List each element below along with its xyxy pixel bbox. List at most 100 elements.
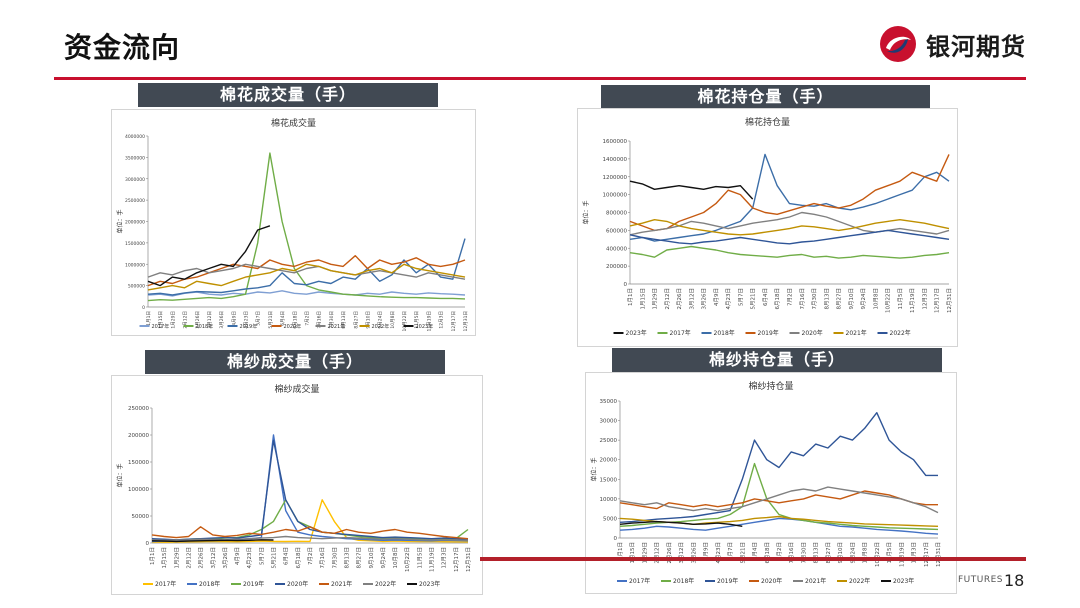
- x-tick-label: 11月5日: [897, 288, 904, 310]
- legend-label: 2020年: [802, 329, 823, 337]
- series-line: [151, 434, 469, 543]
- x-tick-label: 9月24日: [378, 311, 384, 329]
- x-tick-label: 8月13日: [341, 311, 347, 329]
- y-tick-label: 200000: [606, 264, 627, 270]
- x-tick-label: 3月26日: [222, 547, 229, 569]
- x-tick-label: 11月19日: [898, 542, 905, 567]
- x-tick-label: 1月1日: [627, 288, 634, 306]
- series-line: [619, 486, 939, 514]
- series-line: [619, 517, 939, 535]
- x-tick-label: 6月18日: [295, 547, 302, 569]
- x-tick-label: 12月31日: [463, 311, 469, 331]
- x-tick-label: 6月18日: [292, 311, 298, 329]
- x-tick-label: 9月10日: [368, 547, 375, 569]
- y-tick-label: 1000000: [603, 193, 628, 199]
- x-tick-label: 2月12日: [664, 288, 671, 310]
- series-line: [151, 535, 469, 542]
- legend-label: 2020年: [284, 323, 302, 330]
- x-tick-label: 3月12日: [678, 542, 685, 564]
- x-tick-label: 2月26日: [676, 288, 683, 310]
- y-tick-label: 30000: [600, 419, 618, 425]
- brand: 银河期货: [878, 24, 1026, 64]
- x-tick-label: 7月30日: [329, 311, 335, 329]
- chart-title: 棉纱成交量: [274, 383, 319, 395]
- x-tick-label: 6月18日: [774, 288, 781, 310]
- x-tick-label: 4月9日: [234, 547, 241, 565]
- x-tick-label: 5月21日: [739, 542, 746, 564]
- x-tick-label: 7月30日: [811, 288, 818, 310]
- x-tick-label: 1月1日: [149, 547, 156, 565]
- x-tick-label: 3月26日: [219, 311, 225, 329]
- series-line: [629, 154, 950, 232]
- legend-label: 2023年: [416, 323, 434, 330]
- legend-label: 2022年: [372, 323, 390, 330]
- x-tick-label: 1月1日: [617, 542, 624, 560]
- x-tick-label: 3月12日: [207, 311, 213, 329]
- x-tick-label: 3月26日: [701, 288, 708, 310]
- series-line: [629, 229, 950, 245]
- x-tick-label: 1月29日: [652, 288, 659, 310]
- x-tick-label: 2月26日: [198, 547, 205, 569]
- x-tick-label: 12月3日: [911, 542, 918, 564]
- x-tick-label: 9月24日: [380, 547, 387, 569]
- footer-brand: FUTURES: [958, 575, 1004, 585]
- footer-divider: [480, 557, 1026, 561]
- x-tick-label: 7月16日: [799, 288, 806, 310]
- x-tick-label: 2月26日: [666, 542, 673, 564]
- y-tick-label: 2500000: [125, 198, 145, 204]
- x-tick-label: 4月9日: [703, 542, 710, 560]
- y-tick-label: 1200000: [603, 175, 628, 181]
- x-tick-label: 6月4日: [283, 547, 290, 565]
- banner-cotton-open-interest: 棉花持仓量（手）: [601, 85, 930, 109]
- legend-label: 2019年: [758, 329, 779, 337]
- series-line: [619, 490, 938, 510]
- legend-label: 2021年: [328, 323, 346, 330]
- series-line: [151, 539, 274, 543]
- x-tick-label: 10月8日: [390, 311, 396, 329]
- x-tick-label: 11月5日: [414, 311, 420, 329]
- legend-label: 2018年: [714, 329, 735, 337]
- series-line: [151, 439, 469, 541]
- page-number: 18: [1004, 571, 1025, 590]
- series-line: [629, 211, 950, 236]
- x-tick-label: 6月18日: [764, 542, 771, 564]
- x-tick-label: 8月27日: [825, 542, 832, 564]
- legend-label: 2017年: [629, 577, 650, 585]
- y-tick-label: 0: [624, 282, 628, 288]
- y-tick-label: 1500000: [125, 241, 145, 247]
- legend-label: 2017年: [155, 580, 176, 588]
- y-tick-label: 35000: [600, 399, 618, 405]
- x-tick-label: 8月13日: [343, 547, 350, 569]
- x-tick-label: 5月7日: [258, 547, 265, 565]
- x-tick-label: 11月5日: [416, 547, 423, 569]
- series-line: [629, 180, 754, 200]
- y-tick-label: 400000: [606, 246, 627, 252]
- series-line: [629, 245, 950, 259]
- x-tick-label: 4月9日: [231, 311, 237, 326]
- legend-label: 2020年: [761, 577, 782, 585]
- y-axis-label: 单位：手: [116, 463, 124, 487]
- y-tick-label: 1600000: [603, 139, 628, 145]
- x-tick-label: 6月4日: [762, 288, 769, 306]
- galaxy-swirl-logo-icon: [880, 26, 916, 62]
- x-tick-label: 12月17日: [453, 547, 460, 572]
- y-tick-label: 600000: [606, 228, 627, 234]
- y-tick-label: 4000000: [125, 134, 145, 140]
- legend-label: 2018年: [673, 577, 694, 585]
- legend-label: 2017年: [152, 323, 170, 330]
- y-tick-label: 800000: [606, 211, 627, 217]
- x-tick-label: 8月27日: [356, 547, 363, 569]
- series-line: [147, 225, 271, 287]
- chart-title: 棉纱持仓量: [748, 380, 793, 392]
- x-tick-label: 1月29日: [173, 547, 180, 569]
- x-tick-label: 5月7日: [737, 288, 744, 306]
- x-tick-label: 4月9日: [713, 288, 720, 306]
- x-tick-label: 9月10日: [837, 542, 844, 564]
- series-line: [147, 238, 466, 296]
- x-tick-label: 2月12日: [654, 542, 661, 564]
- y-tick-label: 3000000: [125, 177, 145, 183]
- legend-label: 2023年: [419, 580, 440, 588]
- series-line: [151, 526, 469, 540]
- x-tick-label: 7月16日: [319, 547, 326, 569]
